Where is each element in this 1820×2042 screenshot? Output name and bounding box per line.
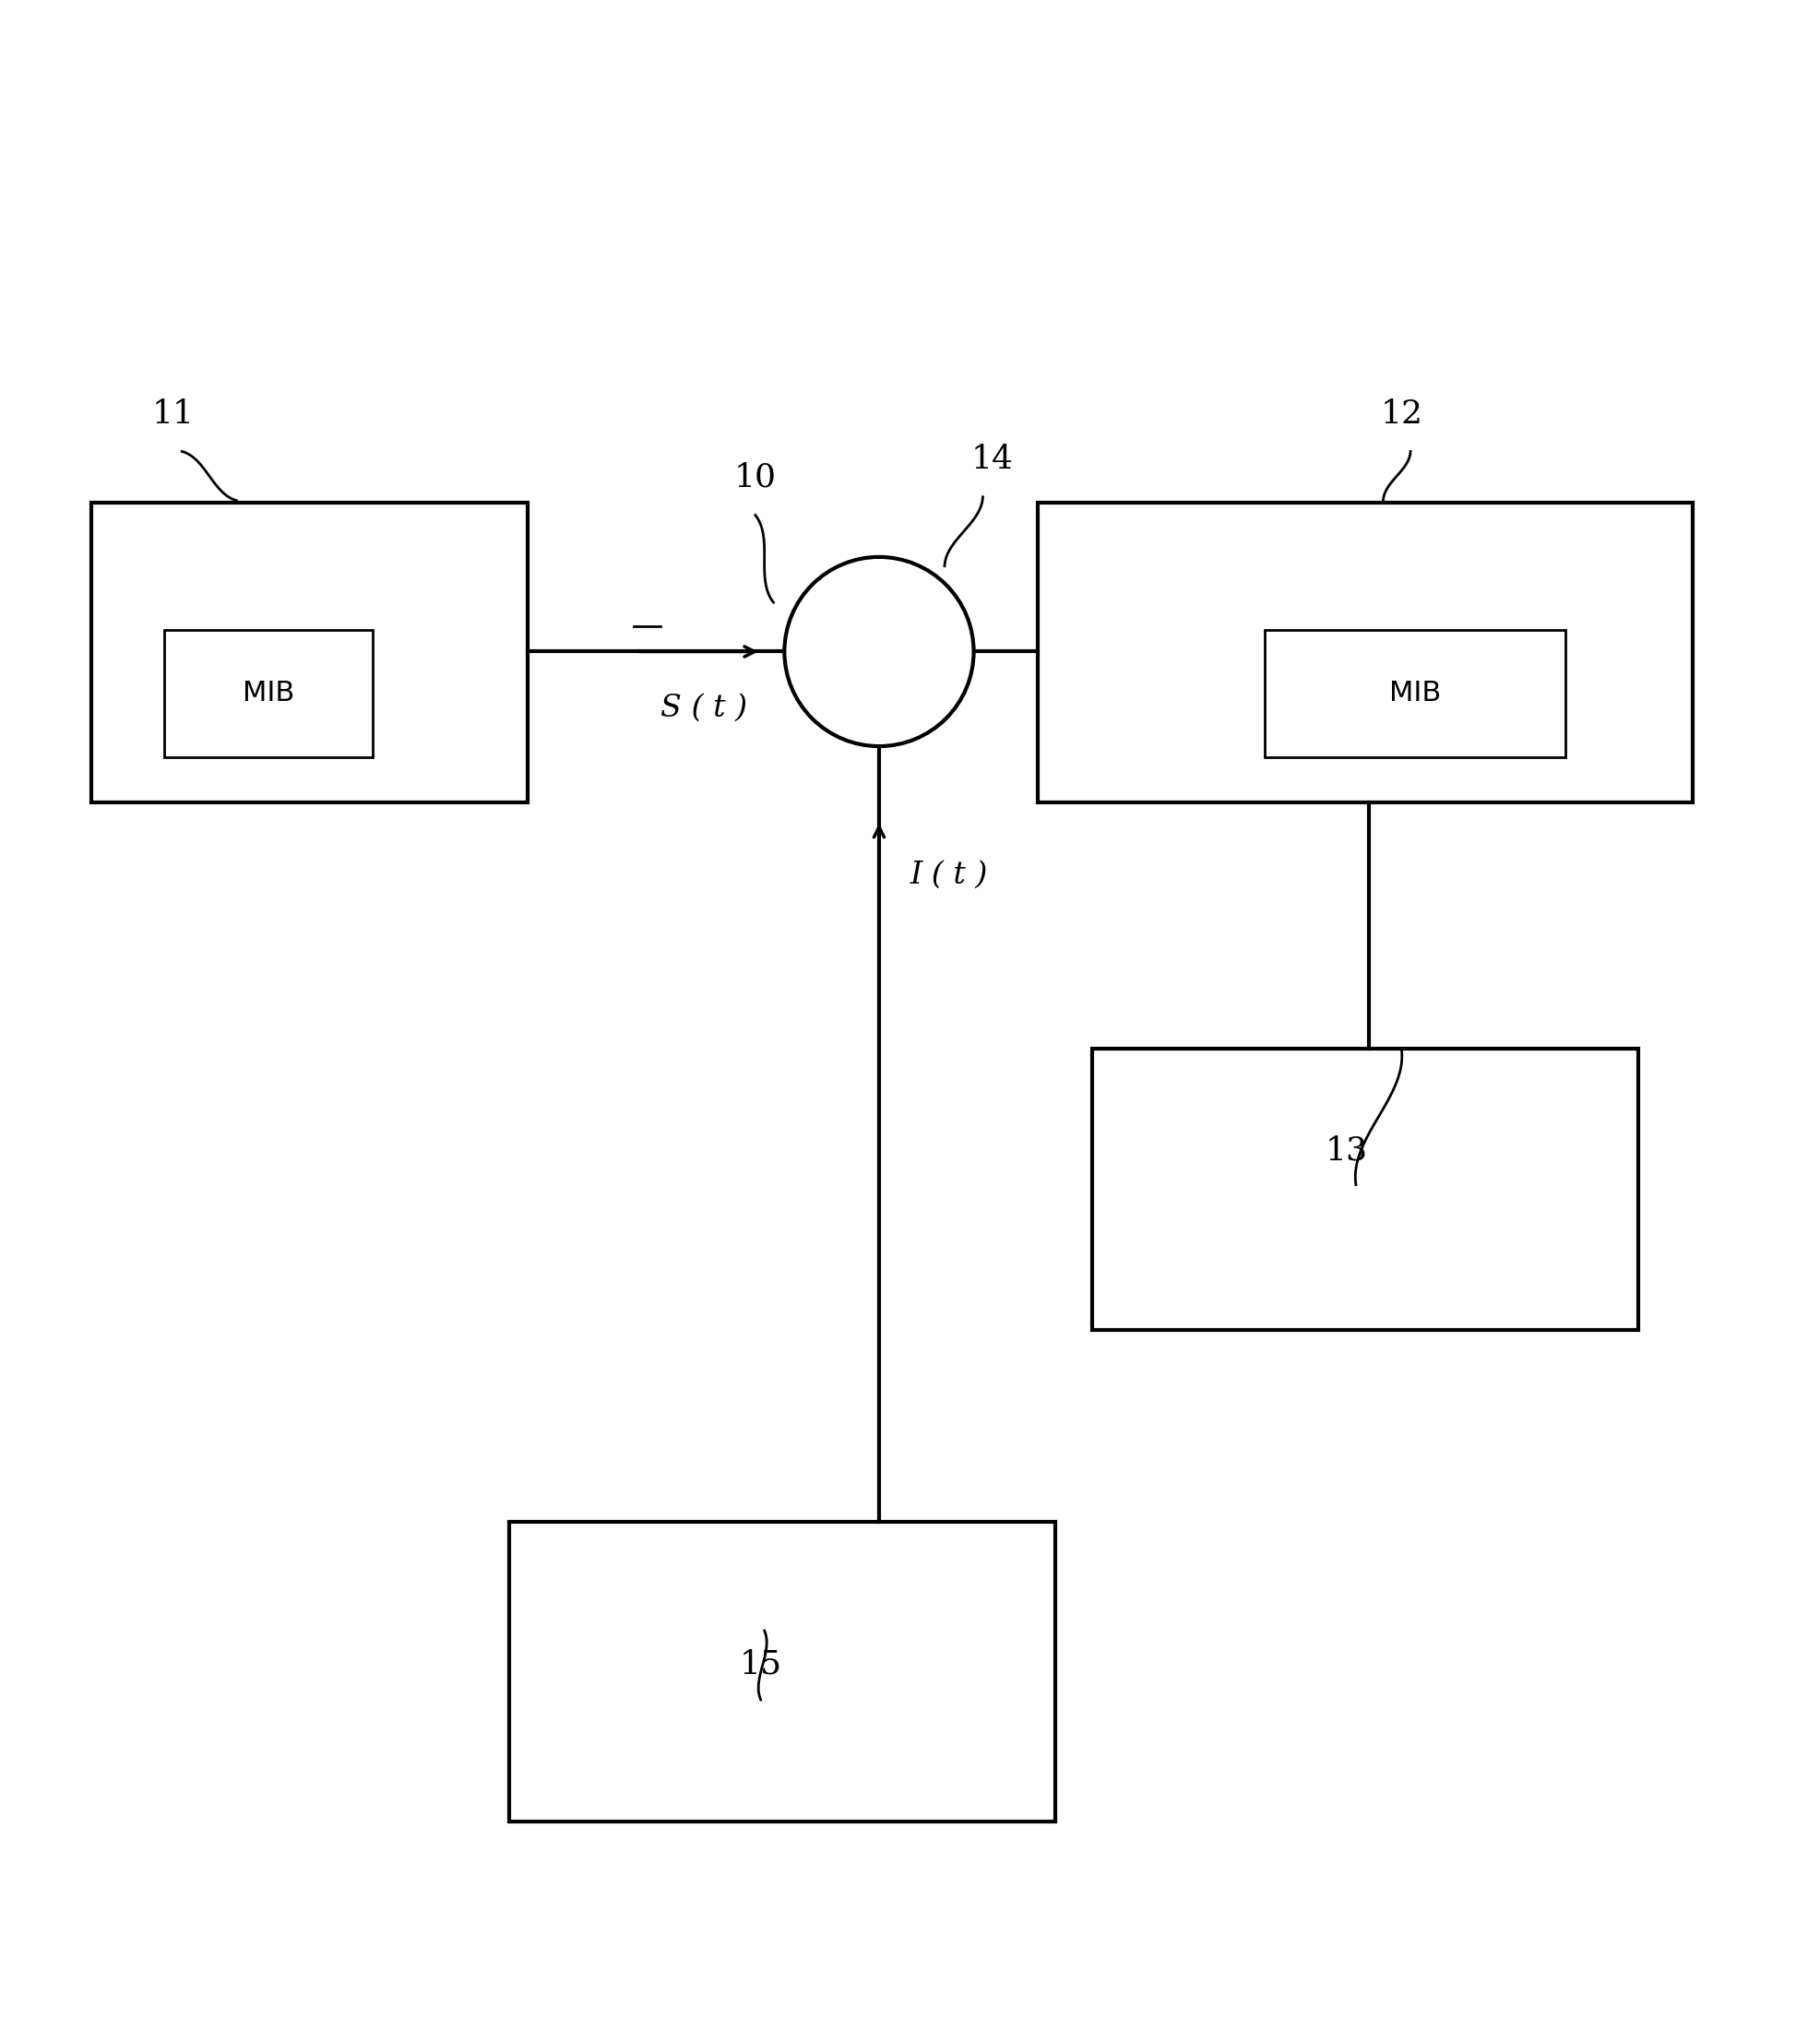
Text: 13: 13 <box>1325 1135 1369 1166</box>
Text: I ( t ): I ( t ) <box>910 860 988 890</box>
Text: 15: 15 <box>739 1648 783 1681</box>
Text: S ( t ): S ( t ) <box>661 694 748 723</box>
Text: MIB: MIB <box>1389 680 1441 707</box>
Bar <box>510 1521 1056 1821</box>
Circle shape <box>784 557 974 745</box>
Text: 14: 14 <box>970 443 1014 476</box>
Bar <box>1037 502 1693 803</box>
Text: MIB: MIB <box>242 680 295 707</box>
Bar <box>1092 1048 1638 1329</box>
Bar <box>91 502 528 803</box>
Text: 12: 12 <box>1380 398 1423 429</box>
Text: 10: 10 <box>733 461 777 494</box>
Text: 11: 11 <box>151 398 195 429</box>
Bar <box>1265 629 1565 758</box>
Bar <box>164 629 373 758</box>
